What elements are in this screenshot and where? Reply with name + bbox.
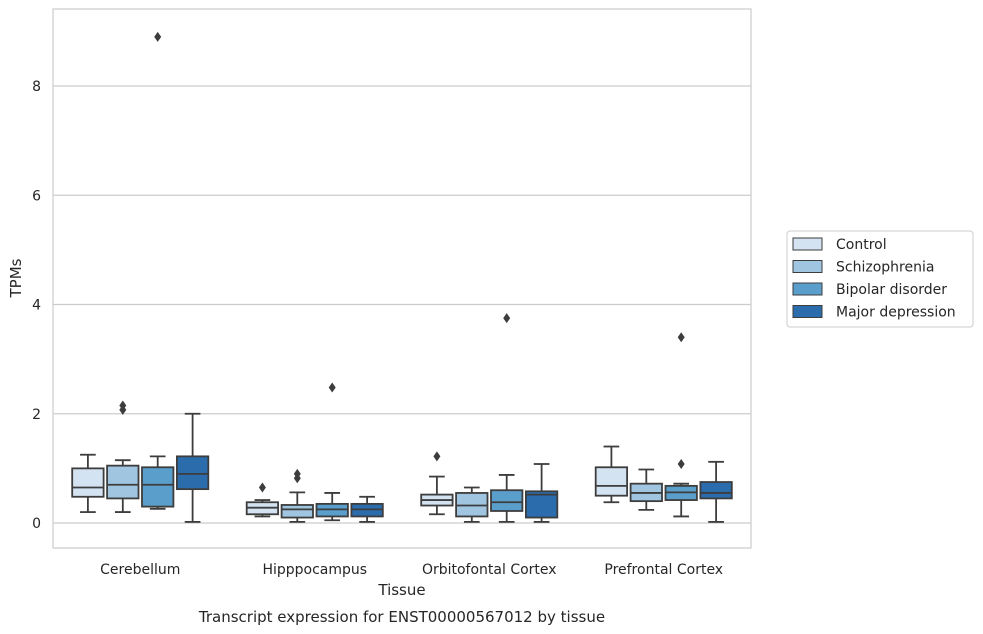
outlier-point <box>503 313 511 324</box>
plot-area-frame <box>52 8 752 549</box>
legend-label: Schizophrenia <box>836 260 934 276</box>
x-tick-label: Hipppocampus <box>262 562 367 578</box>
y-tick-label: 4 <box>32 298 41 314</box>
box-iqr <box>175 455 210 491</box>
legend-label: Control <box>836 237 887 253</box>
box-iqr <box>71 467 105 498</box>
box-iqr <box>141 466 175 508</box>
legend-label: Bipolar disorder <box>836 282 947 298</box>
outlier-point <box>433 451 441 462</box>
legend-swatch <box>792 282 823 296</box>
box-iqr <box>524 490 559 519</box>
box-orbitofontal-cortex-control <box>420 451 454 516</box>
box-cerebellum-major-depression <box>175 412 210 523</box>
box-cerebellum-schizophrenia <box>106 400 140 513</box>
box-hipppocampus-schizophrenia <box>280 468 314 523</box>
outlier-point <box>154 31 162 42</box>
boxes <box>71 31 733 523</box>
box-iqr <box>280 504 314 519</box>
legend-frame <box>786 230 974 328</box>
box-orbitofontal-cortex-bipolar-disorder <box>490 313 524 523</box>
x-tick-label: Orbitofontal Cortex <box>422 562 557 578</box>
box-hipppocampus-major-depression <box>350 495 384 523</box>
box-hipppocampus-bipolar-disorder <box>315 382 349 522</box>
outlier-point <box>677 459 685 470</box>
outlier-point <box>119 400 127 411</box>
box-iqr <box>594 466 629 497</box>
box-iqr <box>490 489 524 512</box>
box-cerebellum-control <box>71 453 105 513</box>
box-iqr <box>699 481 733 500</box>
y-tick-labels: 0 2 4 6 8 <box>32 79 41 532</box>
gridlines <box>53 85 751 524</box>
box-iqr <box>106 464 140 500</box>
box-cerebellum-bipolar-disorder <box>141 31 175 510</box>
y-tick-label: 6 <box>32 188 41 204</box>
legend-swatch <box>792 305 823 318</box>
y-tick-label: 0 <box>32 516 41 532</box>
x-axis-title: Tissue <box>377 581 425 599</box>
legend: Control Schizophrenia Bipolar disorder Majo… <box>786 230 974 328</box>
y-tick-label: 2 <box>32 407 41 423</box>
outlier-point <box>677 332 685 343</box>
outlier-point <box>293 468 301 479</box>
outlier-point <box>258 482 266 493</box>
legend-swatch <box>792 237 823 251</box>
box-prefrontal-cortex-control <box>594 445 629 504</box>
box-prefrontal-cortex-bipolar-disorder <box>664 332 698 518</box>
box-orbitofontal-cortex-schizophrenia <box>455 486 489 523</box>
chart-caption: Transcript expression for ENST0000056701… <box>198 608 605 626</box>
y-axis-title: TPMs <box>7 258 25 298</box>
x-tick-label: Prefrontal Cortex <box>604 562 723 578</box>
box-hipppocampus-control <box>245 482 280 518</box>
legend-items: Control Schizophrenia Bipolar disorder Majo… <box>792 237 956 321</box>
x-tick-label: Cerebellum <box>100 562 180 578</box>
box-orbitofontal-cortex-major-depression <box>524 463 559 523</box>
legend-swatch <box>792 260 823 273</box>
x-tick-labels: Cerebellum Hipppocampus Orbitofontal Corte… <box>100 562 723 578</box>
outlier-point <box>328 382 336 393</box>
y-tick-label: 8 <box>32 79 41 95</box>
box-prefrontal-cortex-schizophrenia <box>629 468 663 511</box>
legend-label: Major depression <box>836 305 956 321</box>
box-prefrontal-cortex-major-depression <box>699 460 733 523</box>
